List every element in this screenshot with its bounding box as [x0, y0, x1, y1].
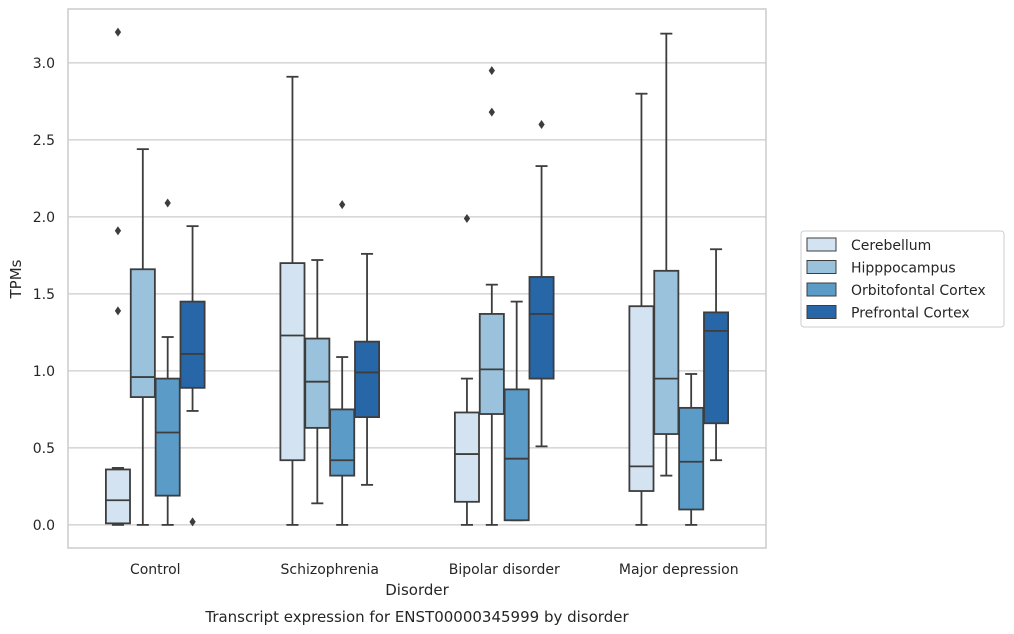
plot-area-frame — [67, 8, 767, 549]
box-iqr — [478, 313, 505, 415]
box-group — [154, 198, 181, 526]
box-group — [453, 213, 480, 526]
legend-swatch — [806, 260, 837, 274]
legend-label: Hipppocampus — [851, 261, 956, 277]
box-iqr — [628, 305, 655, 492]
box-iqr — [653, 269, 680, 435]
legend-swatch — [806, 305, 837, 319]
box-iqr — [703, 311, 730, 425]
legend-label: Prefrontal Cortex — [851, 306, 970, 322]
box-iqr — [104, 468, 131, 525]
legend-label: Orbitofontal Cortex — [851, 283, 986, 299]
y-tick-label: 0.0 — [33, 518, 55, 534]
x-tick-label: Bipolar disorder — [449, 562, 560, 578]
box-group — [653, 32, 680, 477]
box-group — [628, 92, 655, 526]
box-iqr — [528, 276, 555, 380]
y-tick-label: 2.5 — [33, 133, 55, 149]
x-axis-label: Disorder — [385, 581, 449, 599]
legend-label: Cerebellum — [851, 238, 931, 254]
box-iqr — [154, 377, 181, 497]
outlier-point — [463, 213, 471, 223]
outlier-point — [488, 107, 495, 117]
box-iqr — [304, 337, 331, 429]
x-tick-label: Control — [130, 562, 181, 578]
box-marks — [104, 27, 730, 527]
box-group — [279, 75, 306, 526]
box-iqr — [453, 411, 480, 503]
box-iqr — [329, 408, 356, 477]
outlier-point — [114, 226, 122, 236]
outlier-point — [189, 517, 196, 527]
legend-swatch — [806, 237, 837, 252]
outlier-point — [488, 66, 495, 76]
legend: Cerebellum Hipppocampus Orbitofontal Corte… — [800, 230, 1005, 328]
outlier-point — [339, 200, 346, 210]
box-group — [478, 66, 505, 526]
outlier-point — [114, 306, 122, 316]
y-tick-label: 1.5 — [33, 287, 55, 303]
x-tick-label: Schizophrenia — [281, 562, 379, 578]
y-tick-label: 1.0 — [33, 364, 55, 380]
box-group — [528, 120, 555, 448]
y-tick-label: 3.0 — [33, 56, 55, 72]
box-iqr — [129, 268, 156, 398]
box-iqr — [279, 262, 306, 462]
box-group — [703, 248, 730, 462]
box-iqr — [354, 340, 381, 419]
box-iqr — [503, 388, 530, 522]
box-group — [329, 200, 356, 526]
outlier-point — [164, 198, 171, 208]
y-axis-label: TPMs — [7, 259, 25, 299]
box-iqr — [179, 300, 206, 389]
legend-swatch — [806, 282, 837, 297]
y-tick-label: 0.5 — [33, 441, 55, 457]
outlier-point — [538, 120, 545, 129]
legend-items: Cerebellum Hipppocampus Orbitofontal Corte… — [806, 237, 986, 322]
x-tick-labels: Control Schizophrenia Bipolar disorder Majo… — [130, 562, 739, 578]
box-group — [678, 373, 705, 526]
outlier-point — [114, 27, 122, 37]
box-group — [304, 259, 331, 505]
chart-title: Transcript expression for ENST0000034599… — [204, 608, 629, 626]
box-group — [354, 252, 381, 486]
y-tick-label: 2.0 — [33, 210, 55, 226]
box-group — [129, 148, 156, 526]
legend-frame — [800, 230, 1005, 328]
box-group — [179, 225, 206, 527]
box-group — [104, 27, 131, 526]
box-group — [503, 300, 530, 522]
x-tick-label: Major depression — [619, 562, 739, 578]
box-iqr — [678, 406, 705, 511]
y-tick-labels: 0.0 0.5 1.0 1.5 2.0 2.5 3.0 — [33, 56, 55, 534]
